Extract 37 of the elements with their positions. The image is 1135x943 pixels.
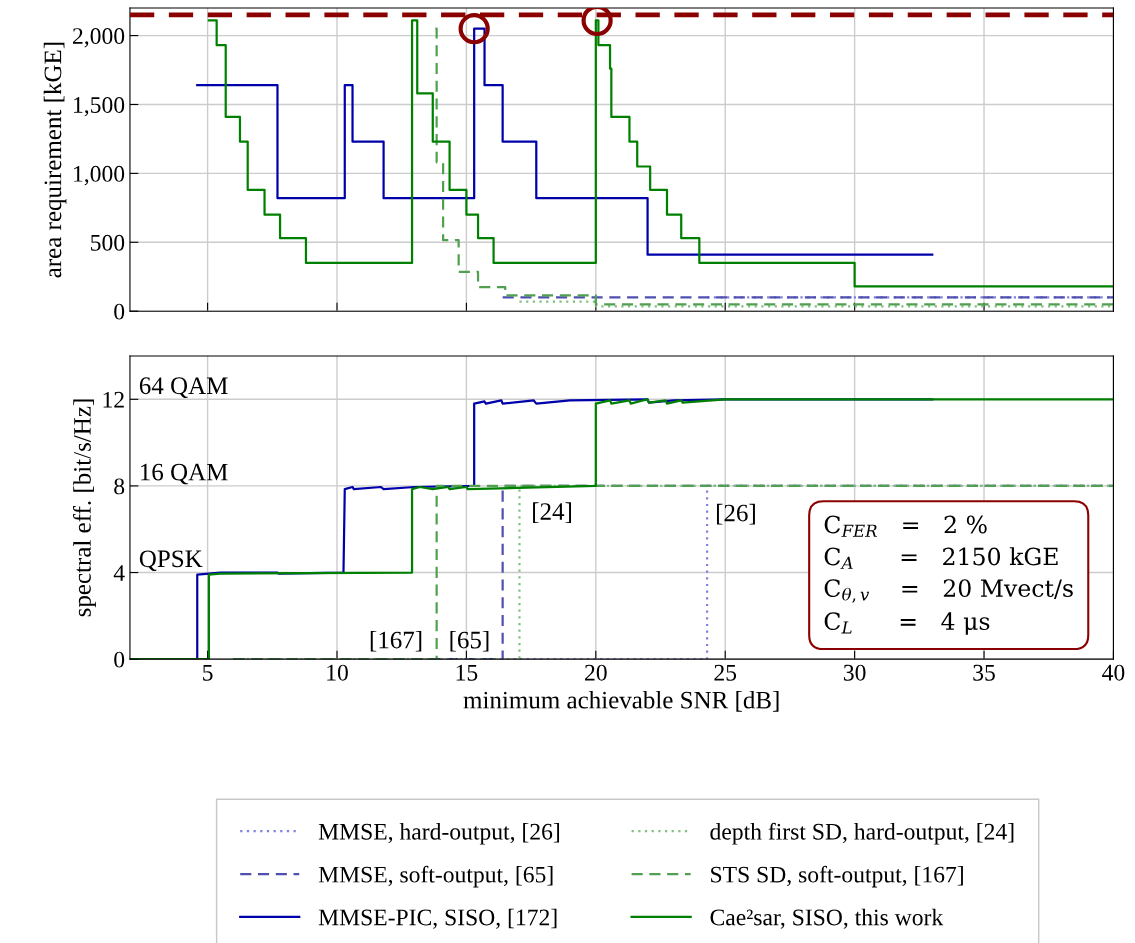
x-tick-label: 30 (843, 664, 866, 681)
legend-label: MMSE, hard-output, [26] (318, 823, 560, 845)
annotation: QPSK (139, 550, 203, 572)
y-tick-label: 8 (114, 478, 125, 495)
text: C$_{L}$ = 4 μs (824, 612, 990, 635)
x-tick-label: 10 (327, 664, 348, 681)
x-tick-label: 40 (1102, 664, 1125, 681)
annotation: [167] (370, 630, 422, 652)
y-tick-label: 12 (103, 391, 124, 408)
text: C$_{θ,v}$ = 20 Mvect/s (824, 579, 1073, 603)
y-tick-label: 500 (91, 234, 125, 251)
annotation: [65] (450, 630, 489, 652)
x-tick-label: 35 (973, 664, 995, 681)
y-tick-label: 2,000 (73, 28, 125, 48)
x-tick-label: 15 (456, 664, 478, 681)
y-tick-label: 0 (114, 303, 125, 320)
text: C$_{FER}$ = 2 % (824, 515, 987, 537)
text: C$_{A}$ = 2150 kGE (824, 547, 1058, 569)
x-tick-label: 20 (585, 664, 607, 681)
y-axis-title: area requirement [kGE] (43, 42, 67, 278)
x-tick-label: 25 (714, 664, 737, 681)
x-axis-title: minimum achievable SNR [dB] (463, 690, 779, 712)
legend-label: Cae²sar, SISO, this work (710, 908, 944, 929)
x-tick-label: 5 (203, 664, 213, 681)
annotation: 16 QAM (141, 463, 228, 485)
legend-label: depth first SD, hard-output, [24] (710, 822, 1014, 845)
annotation: [26] (716, 503, 755, 525)
legend-label: MMSE, soft-output, [65] (318, 865, 553, 888)
legend-label: MMSE-PIC, SISO, [172] (318, 908, 557, 929)
y-tick-label: 4 (113, 565, 125, 581)
y-tick-label: 0 (114, 651, 125, 668)
y-tick-label: 1,500 (74, 96, 125, 117)
annotation: [24] (533, 502, 572, 524)
annotation: 64 QAM (139, 377, 228, 398)
y-axis-title: spectral eff. [bit/s/Hz] (73, 399, 96, 617)
y-tick-label: 1,000 (74, 165, 125, 186)
legend-label: STS SD, soft-output, [167] (711, 865, 963, 888)
